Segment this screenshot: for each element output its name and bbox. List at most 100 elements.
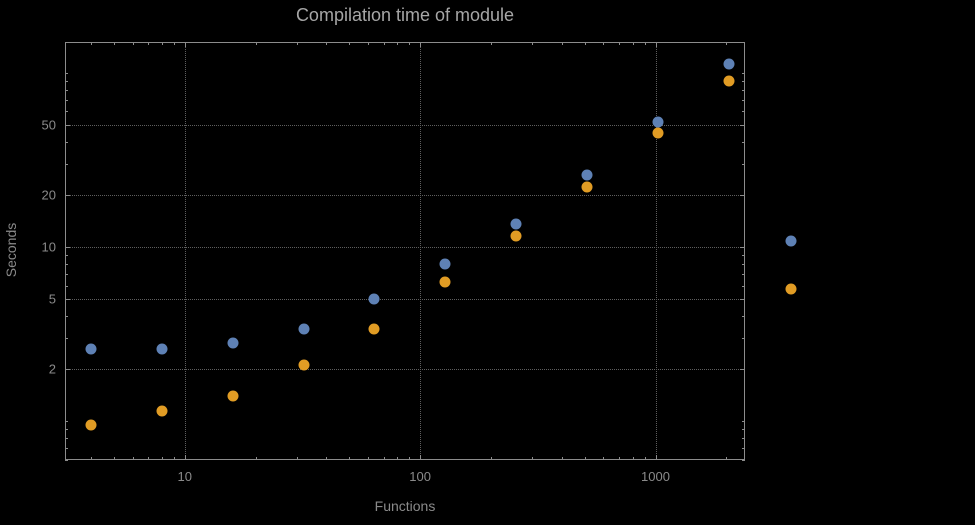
axis-tick: [740, 125, 745, 127]
axis-tick: [490, 457, 492, 460]
y-gridline: [65, 299, 745, 301]
axis-tick: [91, 42, 93, 45]
y-tick-label: 20: [41, 187, 56, 203]
x-gridline: [420, 42, 422, 460]
data-point-series-blue: [298, 323, 310, 335]
axis-tick: [742, 263, 745, 265]
axis-tick: [632, 457, 634, 460]
axis-tick: [148, 42, 150, 45]
data-point-series-orange: [85, 419, 97, 431]
axis-tick: [255, 42, 257, 45]
axis-tick: [65, 163, 68, 165]
axis-tick: [65, 247, 70, 248]
axis-tick: [113, 457, 115, 460]
axis-tick: [726, 457, 728, 460]
axis-tick: [65, 285, 68, 287]
axis-tick: [65, 89, 68, 91]
x-tick-label: 10: [177, 469, 192, 484]
axis-tick: [349, 457, 351, 460]
axis-tick: [742, 99, 745, 101]
data-point-series-blue: [723, 58, 735, 70]
x-tick-label: 1000: [641, 469, 670, 484]
axis-tick: [65, 142, 68, 144]
axis-tick: [91, 457, 93, 460]
axis-tick: [65, 429, 68, 431]
data-point-series-blue: [510, 218, 522, 230]
axis-tick: [65, 254, 68, 256]
axis-tick: [742, 448, 745, 450]
axis-tick: [644, 42, 646, 45]
data-point-series-orange: [298, 359, 310, 371]
chart-title: Compilation time of module: [295, 5, 515, 25]
axis-tick: [65, 80, 68, 82]
axis-tick: [726, 42, 728, 45]
axis-tick: [490, 42, 492, 45]
axis-tick: [65, 338, 68, 340]
axis-tick: [397, 42, 399, 45]
axis-tick: [740, 299, 745, 301]
axis-tick: [161, 42, 163, 45]
axis-tick: [184, 42, 186, 47]
axis-tick: [561, 42, 563, 45]
axis-tick: [383, 42, 385, 45]
axis-tick: [420, 455, 422, 460]
axis-tick: [561, 457, 563, 460]
data-point-series-orange: [581, 181, 593, 193]
axis-tick: [255, 457, 257, 460]
axis-tick: [532, 457, 534, 460]
axis-tick: [742, 72, 745, 74]
data-point-series-blue: [652, 116, 664, 128]
axis-tick: [742, 142, 745, 144]
axis-tick: [742, 429, 745, 431]
y-gridline: [65, 125, 745, 127]
axis-tick: [632, 42, 634, 45]
axis-tick: [148, 457, 150, 460]
data-point-series-orange: [368, 323, 380, 335]
axis-tick: [65, 263, 68, 265]
axis-tick: [297, 457, 299, 460]
axis-tick: [742, 80, 745, 82]
axis-tick: [367, 457, 369, 460]
axis-tick: [65, 299, 70, 301]
axis-tick: [742, 460, 745, 461]
axis-tick: [113, 42, 115, 45]
axis-tick: [65, 316, 68, 318]
axis-tick: [655, 455, 657, 460]
axis-tick: [742, 254, 745, 256]
data-point-series-orange: [227, 390, 239, 402]
x-gridline: [655, 42, 657, 460]
x-tick-label: 100: [409, 469, 431, 484]
axis-tick: [65, 421, 68, 423]
axis-tick: [65, 274, 68, 275]
axis-tick: [742, 316, 745, 318]
axis-tick: [742, 338, 745, 340]
axis-tick: [742, 111, 745, 113]
y-axis-label: Seconds: [3, 222, 19, 278]
axis-tick: [161, 457, 163, 460]
data-point-series-orange: [510, 230, 522, 242]
axis-tick: [420, 42, 422, 47]
axis-tick: [742, 438, 745, 440]
axis-tick: [326, 42, 328, 45]
axis-tick: [603, 42, 605, 45]
axis-tick: [644, 457, 646, 460]
data-point-series-blue: [85, 343, 97, 355]
x-gridline: [184, 42, 186, 460]
axis-tick: [65, 438, 68, 440]
x-axis-label: Functions: [374, 498, 436, 514]
plot-frame: [65, 42, 745, 460]
axis-tick: [740, 194, 745, 196]
axis-tick: [397, 457, 399, 460]
data-point-series-orange: [156, 405, 168, 417]
axis-tick: [65, 99, 68, 101]
axis-tick: [584, 42, 586, 45]
data-point-series-orange: [439, 276, 451, 288]
axis-tick: [65, 460, 68, 461]
data-point-series-orange: [652, 127, 664, 139]
y-gridline: [65, 247, 745, 248]
axis-tick: [65, 448, 68, 450]
axis-tick: [603, 457, 605, 460]
axis-tick: [65, 72, 68, 74]
axis-tick: [367, 42, 369, 45]
axis-tick: [173, 457, 175, 460]
